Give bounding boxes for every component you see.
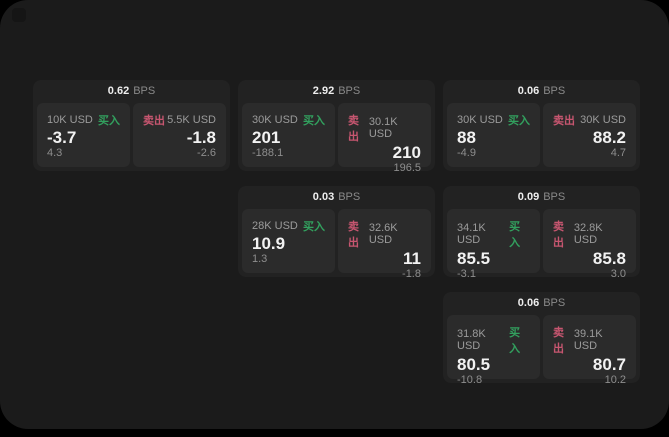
quote-card: 0.06 BPS 30K USD 买入 88 -4.9 卖出 bbox=[443, 80, 640, 171]
app-icon bbox=[12, 8, 26, 22]
spread-value: 0.06 bbox=[517, 297, 540, 309]
sell-price: 85.8 bbox=[592, 249, 626, 268]
sell-delta: -1.8 bbox=[402, 268, 421, 280]
sell-price: 80.7 bbox=[592, 355, 626, 374]
sell-side-label: 卖出 bbox=[348, 221, 359, 249]
buy-amount: 10K USD bbox=[47, 114, 93, 126]
buy-price: 85.5 bbox=[457, 249, 491, 268]
quote-column-2: 2.92 BPS 30K USD 买入 201 -188.1 卖出 bbox=[238, 80, 435, 280]
quote-panels: 30K USD 买入 88 -4.9 卖出 30K USD 88.2 4.7 bbox=[447, 103, 636, 167]
buy-amount: 28K USD bbox=[252, 220, 298, 232]
buy-price: -3.7 bbox=[47, 127, 77, 147]
buy-price: 80.5 bbox=[457, 355, 491, 374]
buy-delta: 4.3 bbox=[47, 147, 63, 159]
buy-price: 10.9 bbox=[252, 233, 286, 253]
buy-panel[interactable]: 34.1K USD 买入 85.5 -3.1 bbox=[447, 209, 540, 280]
sell-panel[interactable]: 卖出 32.6K USD 11 -1.8 bbox=[338, 209, 431, 280]
bps-label: BPS bbox=[543, 191, 566, 203]
sell-price: 88.2 bbox=[592, 127, 626, 147]
quote-column-3: 0.06 BPS 30K USD 买入 88 -4.9 卖出 bbox=[443, 80, 640, 386]
sell-amount: 32.6K USD bbox=[368, 222, 398, 246]
spread-header: 0.62 BPS bbox=[37, 80, 226, 103]
sell-amount: 5.5K USD bbox=[167, 114, 216, 126]
buy-panel[interactable]: 10K USD 买入 -3.7 4.3 bbox=[37, 103, 130, 167]
sell-panel[interactable]: 卖出 32.8K USD 85.8 3.0 bbox=[543, 209, 636, 280]
quote-card: 2.92 BPS 30K USD 买入 201 -188.1 卖出 bbox=[238, 80, 435, 174]
quote-card: 0.09 BPS 34.1K USD 买入 85.5 -3.1 卖出 bbox=[443, 186, 640, 280]
sell-delta: 3.0 bbox=[610, 268, 626, 280]
spread-header: 2.92 BPS bbox=[242, 80, 431, 103]
sell-amount: 39.1K USD bbox=[573, 328, 603, 352]
sell-amount: 30K USD bbox=[580, 114, 626, 126]
buy-delta: 1.3 bbox=[252, 253, 268, 265]
sell-price: -1.8 bbox=[186, 127, 216, 147]
buy-amount: 34.1K USD bbox=[457, 222, 486, 246]
sell-price: 11 bbox=[403, 249, 421, 268]
sell-panel[interactable]: 卖出 39.1K USD 80.7 10.2 bbox=[543, 315, 636, 386]
quote-column-1: 0.62 BPS 10K USD 买入 -3.7 4.3 卖出 bbox=[33, 80, 230, 171]
quote-panels: 34.1K USD 买入 85.5 -3.1 卖出 32.8K USD 85.8… bbox=[447, 209, 636, 280]
bps-label: BPS bbox=[338, 85, 361, 97]
spread-value: 0.03 bbox=[312, 191, 335, 203]
buy-side-label: 买入 bbox=[508, 115, 530, 127]
sell-delta: 4.7 bbox=[610, 147, 626, 159]
buy-side-label: 买入 bbox=[509, 221, 521, 249]
sell-side-label: 卖出 bbox=[553, 221, 564, 249]
sell-amount: 30.1K USD bbox=[368, 116, 398, 140]
sell-side-label: 卖出 bbox=[143, 115, 165, 127]
sell-delta: 196.5 bbox=[393, 162, 421, 174]
sell-amount: 32.8K USD bbox=[573, 222, 603, 246]
bps-label: BPS bbox=[543, 297, 566, 309]
sell-delta: -2.6 bbox=[197, 147, 216, 159]
sell-panel[interactable]: 卖出 5.5K USD -1.8 -2.6 bbox=[133, 103, 226, 167]
bps-label: BPS bbox=[338, 191, 361, 203]
sell-side-label: 卖出 bbox=[553, 115, 575, 127]
sell-panel[interactable]: 卖出 30.1K USD 210 196.5 bbox=[338, 103, 431, 174]
buy-amount: 30K USD bbox=[457, 114, 503, 126]
spread-value: 0.62 bbox=[107, 85, 130, 97]
buy-delta: -3.1 bbox=[457, 268, 476, 280]
spread-header: 0.06 BPS bbox=[447, 292, 636, 315]
quote-panels: 30K USD 买入 201 -188.1 卖出 30.1K USD 210 1… bbox=[242, 103, 431, 174]
buy-panel[interactable]: 30K USD 买入 201 -188.1 bbox=[242, 103, 335, 167]
quote-card: 0.06 BPS 31.8K USD 买入 80.5 -10.8 卖 bbox=[443, 292, 640, 386]
buy-side-label: 买入 bbox=[303, 115, 325, 127]
buy-amount: 31.8K USD bbox=[457, 328, 486, 352]
spread-value: 2.92 bbox=[312, 85, 335, 97]
sell-price: 210 bbox=[392, 143, 421, 162]
sell-delta: 10.2 bbox=[604, 374, 626, 386]
quote-panels: 28K USD 买入 10.9 1.3 卖出 32.6K USD 11 -1.8 bbox=[242, 209, 431, 280]
buy-amount: 30K USD bbox=[252, 114, 298, 126]
spread-header: 0.09 BPS bbox=[447, 186, 636, 209]
quote-card: 0.62 BPS 10K USD 买入 -3.7 4.3 卖出 bbox=[33, 80, 230, 171]
buy-delta: -188.1 bbox=[252, 147, 284, 159]
buy-side-label: 买入 bbox=[509, 327, 521, 355]
buy-side-label: 买入 bbox=[98, 115, 120, 127]
quote-board: 0.62 BPS 10K USD 买入 -3.7 4.3 卖出 bbox=[33, 80, 640, 386]
quote-panels: 10K USD 买入 -3.7 4.3 卖出 5.5K USD -1.8 -2.… bbox=[37, 103, 226, 167]
buy-panel[interactable]: 31.8K USD 买入 80.5 -10.8 bbox=[447, 315, 540, 386]
bps-label: BPS bbox=[543, 85, 566, 97]
spread-header: 0.03 BPS bbox=[242, 186, 431, 209]
buy-panel[interactable]: 28K USD 买入 10.9 1.3 bbox=[242, 209, 335, 273]
spread-value: 0.06 bbox=[517, 85, 540, 97]
buy-delta: -4.9 bbox=[457, 147, 476, 159]
bps-label: BPS bbox=[133, 85, 156, 97]
quote-panels: 31.8K USD 买入 80.5 -10.8 卖出 39.1K USD 80.… bbox=[447, 315, 636, 386]
spread-header: 0.06 BPS bbox=[447, 80, 636, 103]
buy-panel[interactable]: 30K USD 买入 88 -4.9 bbox=[447, 103, 540, 167]
buy-delta: -10.8 bbox=[457, 374, 483, 386]
sell-side-label: 卖出 bbox=[348, 115, 359, 143]
spread-value: 0.09 bbox=[517, 191, 540, 203]
buy-side-label: 买入 bbox=[303, 221, 325, 233]
buy-price: 88 bbox=[457, 127, 476, 147]
quote-card: 0.03 BPS 28K USD 买入 10.9 1.3 卖出 bbox=[238, 186, 435, 280]
buy-price: 201 bbox=[252, 127, 281, 147]
sell-panel[interactable]: 卖出 30K USD 88.2 4.7 bbox=[543, 103, 636, 167]
sell-side-label: 卖出 bbox=[553, 327, 564, 355]
